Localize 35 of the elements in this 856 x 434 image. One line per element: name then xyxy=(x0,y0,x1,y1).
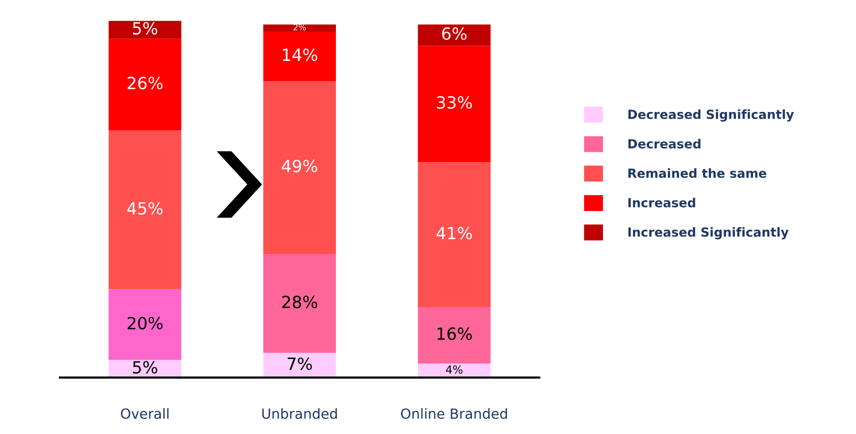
x-tick-label: Overall xyxy=(120,408,168,419)
x-tick-label: Online Branded xyxy=(401,408,507,419)
data-label: 26% xyxy=(128,76,163,90)
legend-label: Decreased Significantly xyxy=(628,109,794,122)
bar xyxy=(108,20,182,39)
bar xyxy=(263,254,336,353)
data-label: 16% xyxy=(438,327,472,340)
bar xyxy=(108,289,182,360)
legend-label: Increased xyxy=(628,198,696,208)
legend-label: Decreased xyxy=(628,138,700,148)
bar xyxy=(263,80,336,254)
data-label: 7% xyxy=(288,357,312,370)
data-label: 5% xyxy=(133,22,158,35)
data-label: 6% xyxy=(442,27,467,40)
data-label: 14% xyxy=(282,48,318,62)
bar xyxy=(263,352,336,378)
bar xyxy=(418,306,491,364)
bar xyxy=(418,46,491,162)
data-label: 41% xyxy=(436,226,472,240)
legend-label: Remained the same xyxy=(628,168,766,178)
data-label: 49% xyxy=(282,160,318,172)
bar xyxy=(418,24,491,46)
x-tick-label: Unbranded xyxy=(262,408,337,419)
data-label: 33% xyxy=(436,96,472,109)
data-label: 28% xyxy=(282,296,318,308)
bar xyxy=(108,38,182,130)
bar xyxy=(418,162,491,307)
data-label: 45% xyxy=(127,202,163,215)
data-label: 4% xyxy=(446,365,462,374)
bar xyxy=(108,130,182,290)
bar xyxy=(263,24,336,32)
legend-label: Increased Significantly xyxy=(628,227,789,240)
data-label: 20% xyxy=(128,316,163,330)
data-label: 5% xyxy=(133,360,158,374)
bar xyxy=(263,32,336,81)
